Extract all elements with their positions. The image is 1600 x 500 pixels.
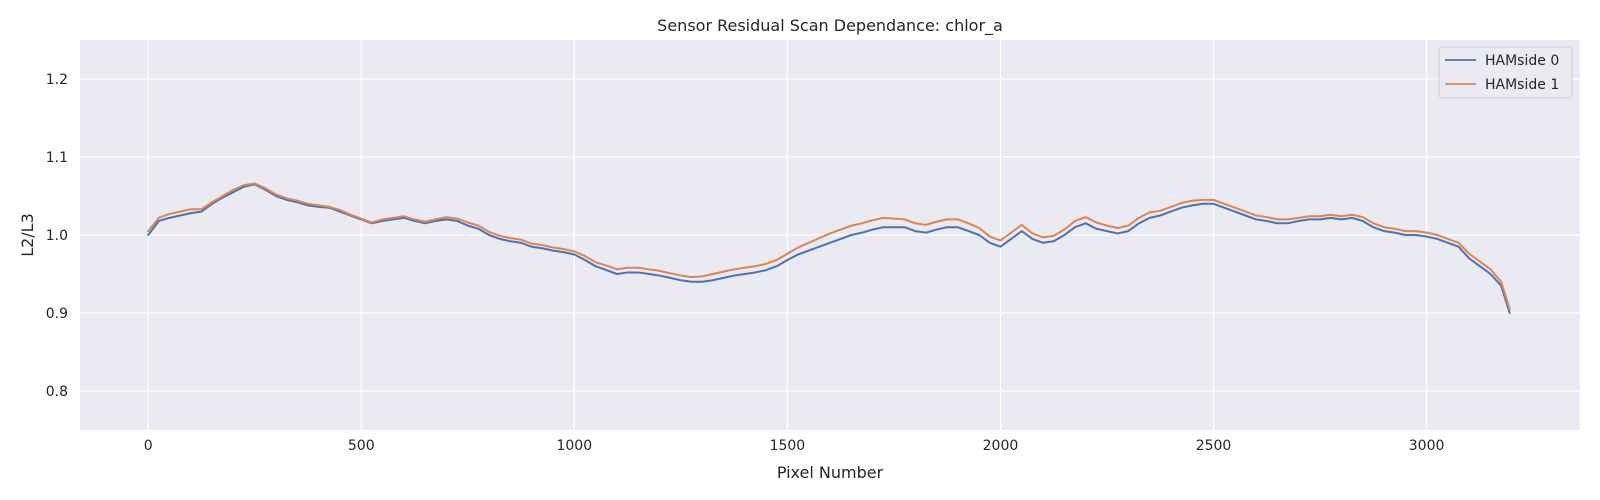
y-tick-label: 1.1	[46, 150, 68, 166]
x-tick-label: 2500	[1196, 438, 1232, 454]
y-axis-label: L2/L3	[18, 213, 37, 257]
series-line-hamside-1	[147, 182, 1511, 311]
x-tick-label: 0	[144, 438, 153, 454]
chart-title: Sensor Residual Scan Dependance: chlor_a	[657, 16, 1003, 36]
x-tick-label: 1000	[556, 438, 592, 454]
legend: HAMside 0 HAMside 1	[1438, 46, 1573, 99]
x-tick-label: 1500	[770, 438, 806, 454]
x-axis-label: Pixel Number	[777, 463, 884, 482]
series-layer	[147, 182, 1511, 314]
y-tick-label: 0.8	[46, 384, 68, 400]
legend-label-hamside-0: HAMside 0	[1485, 53, 1559, 69]
y-tick-label: 0.9	[46, 306, 68, 322]
x-tick-label: 500	[348, 438, 375, 454]
x-tick-label: 2000	[983, 438, 1019, 454]
grid	[80, 40, 1580, 430]
tick-labels: 0 500 1000 1500 2000 2500 3000 0.8 0.9 1.0 1.1 1.2	[46, 72, 1445, 454]
y-tick-label: 1.2	[46, 72, 68, 88]
legend-label-hamside-1: HAMside 1	[1485, 77, 1559, 93]
y-tick-label: 1.0	[46, 228, 68, 244]
x-tick-label: 3000	[1409, 438, 1445, 454]
